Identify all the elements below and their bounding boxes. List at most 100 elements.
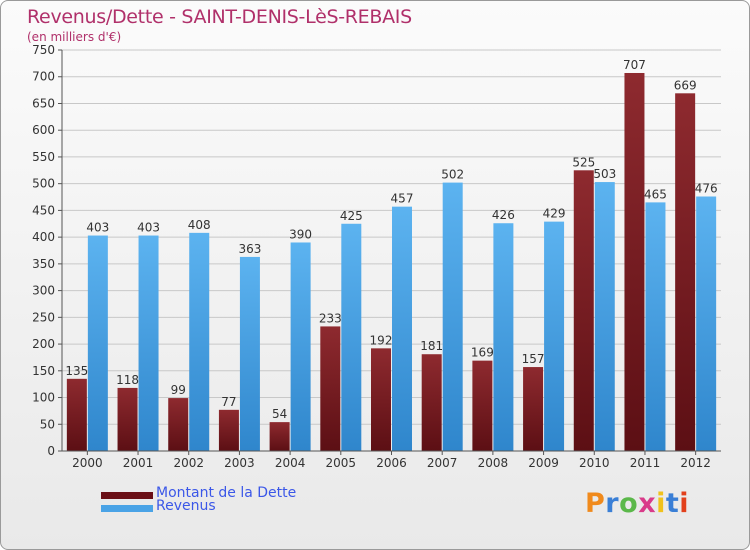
x-tick-label: 2010	[579, 456, 610, 470]
data-label-debt: 169	[471, 346, 494, 360]
y-tick-label: 350	[32, 257, 55, 271]
y-tick-label: 50	[40, 417, 55, 431]
x-tick-label: 2005	[326, 456, 357, 470]
data-label-revenus: 425	[340, 209, 363, 223]
data-label-revenus: 429	[543, 207, 566, 221]
data-label-revenus: 363	[238, 242, 261, 256]
bar-revenus	[239, 256, 260, 451]
y-tick-label: 250	[32, 310, 55, 324]
bar-debt	[320, 326, 341, 451]
y-tick-label: 550	[32, 150, 55, 164]
bar-debt	[421, 354, 442, 451]
legend-swatch-debt	[101, 492, 153, 499]
y-tick-label: 700	[32, 70, 55, 84]
bar-debt	[218, 409, 239, 451]
bar-debt	[523, 367, 544, 451]
x-tick-label: 2011	[630, 456, 661, 470]
bar-debt	[624, 72, 645, 452]
bar-debt	[168, 398, 189, 451]
bar-debt	[117, 387, 138, 451]
x-tick-label: 2007	[427, 456, 458, 470]
data-label-debt: 192	[370, 333, 393, 347]
data-label-revenus: 476	[695, 181, 718, 195]
bar-revenus	[87, 235, 108, 451]
bar-revenus	[189, 232, 210, 451]
chart-subtitle: (en milliers d'€)	[27, 30, 122, 44]
legend-label-revenus: Revenus	[156, 498, 216, 514]
axes: 0 50 100 150 200 250 300 350 400 450 500 550 600 650 7…	[32, 43, 721, 470]
legend-label-debt: Montant de la Dette	[156, 485, 297, 501]
logo-letter: x	[638, 488, 657, 519]
y-tick-label: 200	[32, 337, 55, 351]
data-label-debt: 157	[522, 352, 545, 366]
gridlines	[62, 49, 721, 452]
data-label-revenus: 426	[492, 208, 515, 222]
x-tick-label: 2000	[72, 456, 103, 470]
bar-revenus	[442, 182, 463, 451]
logo-letter: o	[619, 488, 639, 519]
data-label-revenus: 403	[86, 221, 109, 235]
data-label-revenus: 403	[137, 221, 160, 235]
bar-revenus	[341, 223, 362, 451]
data-label-revenus: 408	[188, 218, 211, 232]
bar-debt	[269, 422, 290, 451]
x-tick-label: 2012	[680, 456, 711, 470]
y-tick-label: 400	[32, 230, 55, 244]
x-tick-label: 2008	[478, 456, 509, 470]
bar-debt	[573, 170, 594, 452]
data-label-debt: 99	[171, 383, 186, 397]
y-tick-label: 0	[47, 444, 55, 458]
logo-letter: P	[585, 488, 606, 519]
data-label-debt: 77	[221, 395, 236, 409]
data-label-debt: 54	[272, 407, 287, 421]
data-label-revenus: 390	[289, 227, 312, 241]
bar-revenus	[544, 221, 565, 451]
bar-debt	[472, 360, 493, 451]
data-label-debt: 233	[319, 311, 342, 325]
bar-revenus	[493, 223, 514, 451]
data-label-debt: 118	[116, 373, 139, 387]
bar-revenus	[138, 235, 159, 451]
data-label-revenus: 465	[644, 187, 667, 201]
x-tick-label: 2006	[376, 456, 407, 470]
data-label-debt: 135	[65, 364, 88, 378]
data-label-revenus: 502	[441, 168, 464, 182]
data-labels: 135 403 118 403 99 408 77 363 54 390 233 425 192 457 1…	[65, 58, 717, 421]
data-label-revenus: 457	[391, 192, 414, 206]
y-tick-label: 150	[32, 364, 55, 378]
x-tick-label: 2004	[275, 456, 306, 470]
data-label-debt: 181	[420, 339, 443, 353]
data-label-debt: 525	[572, 155, 595, 169]
logo-letter: i	[679, 488, 690, 519]
bar-revenus	[290, 242, 311, 451]
bar-revenus	[645, 202, 666, 451]
proxiti-logo: Proxiti	[585, 488, 689, 519]
data-label-revenus: 503	[593, 167, 616, 181]
y-tick-label: 650	[32, 96, 55, 110]
legend-swatch-revenus	[101, 505, 153, 512]
bar-revenus	[594, 182, 615, 451]
chart-title: Revenus/Dette - SAINT-DENIS-LèS-REBAIS	[27, 6, 412, 28]
y-tick-label: 600	[32, 123, 55, 137]
y-tick-label: 450	[32, 203, 55, 217]
x-tick-label: 2009	[528, 456, 559, 470]
data-label-debt: 669	[674, 78, 697, 92]
x-tick-label: 2003	[224, 456, 255, 470]
data-label-debt: 707	[623, 58, 646, 72]
bar-revenus	[696, 196, 717, 451]
logo-letter: r	[605, 488, 620, 519]
bar-debt	[66, 378, 87, 451]
bar-debt	[675, 93, 696, 452]
logo-letter: t	[665, 488, 680, 519]
y-tick-label: 100	[32, 391, 55, 405]
bars	[66, 72, 717, 452]
x-tick-label: 2002	[173, 456, 204, 470]
y-tick-label: 500	[32, 177, 55, 191]
x-tick-label: 2001	[123, 456, 154, 470]
bar-revenus	[392, 206, 412, 451]
y-tick-label: 750	[32, 43, 55, 57]
bar-debt	[371, 348, 391, 451]
logo-letter: i	[656, 488, 666, 519]
